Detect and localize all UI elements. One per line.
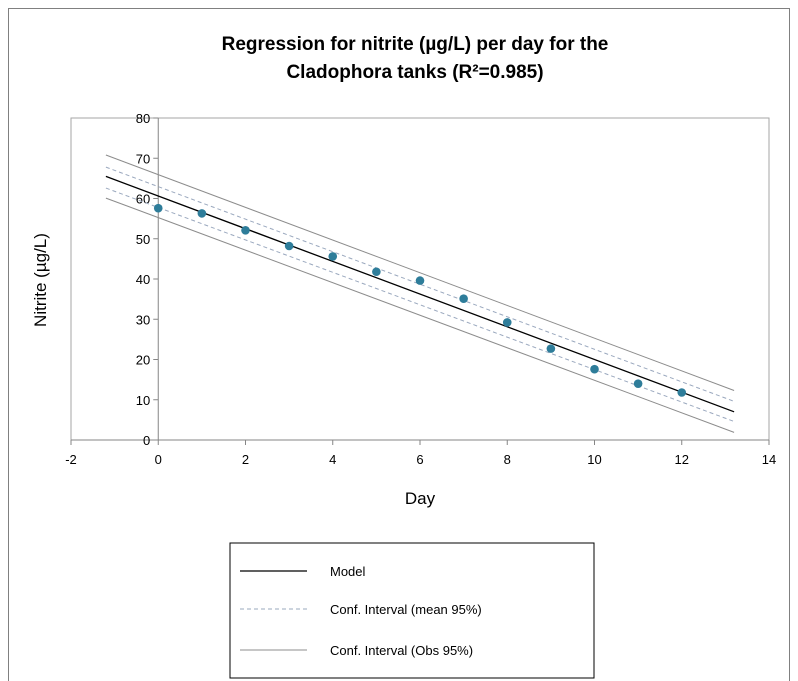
data-point [546,344,556,353]
x-tick-label: 12 [675,452,689,467]
data-point [590,364,599,374]
chart-title-line-1: Regression for nitrite (µg/L) per day fo… [222,34,609,55]
ci-obs-lower-line [105,197,735,433]
legend-label: Conf. Interval (Obs 95%) [330,643,473,658]
points-layer [153,203,687,397]
y-axis-title: Nitrite (µg/L) [31,233,50,327]
data-point [677,388,687,397]
data-point [241,225,250,235]
legend-box [229,542,595,679]
legend-label: Model [330,564,366,579]
x-tick-label: 6 [416,452,423,467]
y-tick-label: 60 [136,192,150,207]
model-line [105,175,735,413]
ci-obs-upper-line [105,154,735,391]
data-point [153,203,163,213]
data-point [633,379,643,388]
y-tick-label: 80 [136,111,150,126]
y-tick-label: 40 [136,272,150,287]
y-tick-label: 30 [136,312,150,327]
x-tick-label: 2 [242,452,249,467]
x-tick-label: 0 [155,452,162,467]
chart-title-line-2: Cladophora tanks (R²=0.985) [286,62,543,83]
x-axis-title: Day [405,489,436,508]
x-tick-label: 10 [587,452,601,467]
x-tick-label: 8 [504,452,511,467]
data-point [197,209,207,218]
series-layer [105,154,735,433]
axes-layer: 0 10 20 30 40 50 60 70 80 -2 0 2 4 6 8 10 12 14 [65,111,776,467]
data-point [459,294,468,304]
data-point [284,241,294,251]
legend-items: Model Conf. Interval (mean 95%) Conf. Inte… [240,564,482,658]
x-tick-label: -2 [65,452,77,467]
y-tick-label: 70 [136,151,150,166]
data-point [372,267,381,277]
y-tick-label: 20 [136,353,150,368]
y-tick-label: 0 [143,433,150,448]
y-tick-label: 50 [136,232,150,247]
x-tick-label: 14 [762,452,776,467]
legend: Model Conf. Interval (mean 95%) Conf. Inte… [229,542,595,679]
data-point [415,276,425,285]
data-point [502,318,512,327]
legend-label: Conf. Interval (mean 95%) [330,602,482,617]
y-tick-label: 10 [136,393,150,408]
x-tick-label: 4 [329,452,336,467]
data-point [328,252,338,261]
